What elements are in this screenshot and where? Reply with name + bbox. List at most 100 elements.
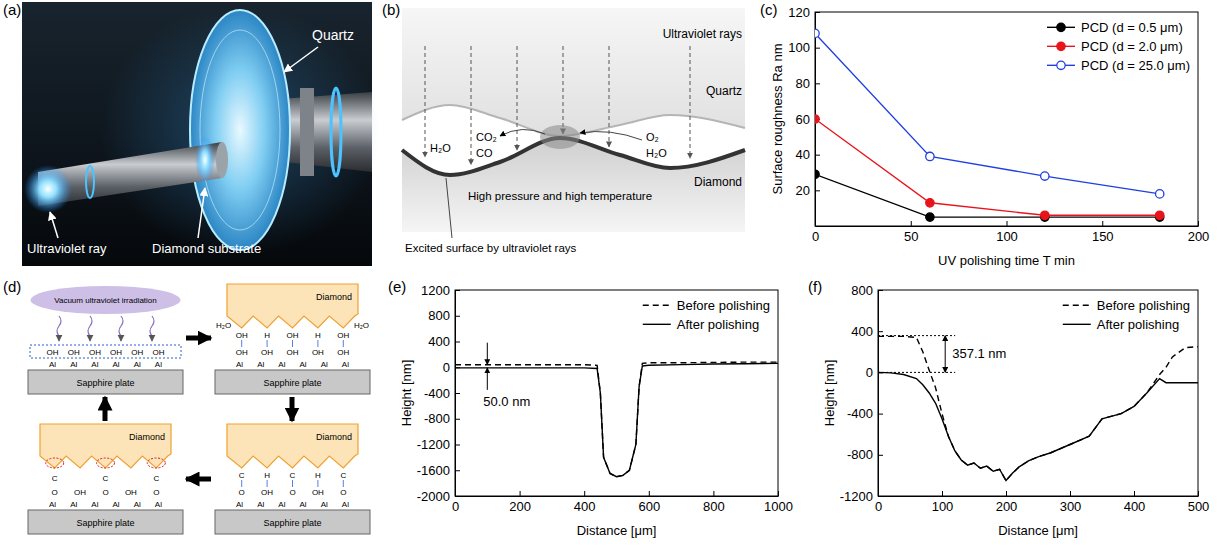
legend: Before polishingAfter polishing (1063, 298, 1190, 332)
y-tick-mark (455, 393, 460, 394)
x-tick: 200 (1188, 221, 1210, 244)
surface-group: OH (236, 348, 248, 357)
y-tick: 100 (788, 40, 820, 55)
data-point (926, 199, 934, 207)
x-tick-label: 0 (875, 499, 882, 514)
x-tick: 500 (1188, 491, 1210, 514)
reaction-step: Sapphire plateAlAlAlAlAlAlDiamondH₂OH₂OO… (215, 284, 370, 394)
y-tick-label: 400 (428, 334, 450, 349)
x-tick-mark (1070, 491, 1071, 496)
series-line (878, 372, 1198, 480)
y-tick: -1200 (417, 437, 460, 452)
bond (292, 340, 293, 347)
y-tick-mark (878, 496, 883, 497)
dimension-arrow (487, 368, 488, 390)
bond-atom: H (315, 331, 321, 340)
surface-group: OH (110, 348, 122, 357)
x-tick-mark (713, 491, 714, 496)
y-tick: 120 (788, 5, 820, 20)
y-tick-label: 120 (788, 5, 810, 20)
legend: Before polishingAfter polishing (643, 298, 770, 332)
surface-group: O (340, 488, 346, 497)
species-label: CO₂ (476, 131, 497, 143)
diagram-label: Diamond (694, 175, 742, 189)
pointer (50, 212, 58, 238)
flow-arrow (500, 129, 545, 136)
x-tick-label: 400 (574, 499, 596, 514)
annotation: 50.0 nm (483, 394, 530, 409)
uv-wave (150, 316, 154, 341)
data-point (815, 29, 819, 37)
y-axis: -2000-1600-1200-800-40004008001200 (417, 283, 460, 504)
bond-atom: C (340, 471, 346, 480)
bond-atom: OH (287, 331, 299, 340)
y-tick-label: -1200 (840, 489, 873, 504)
x-axis-title: Distance [μm] (998, 523, 1078, 538)
y-tick: -400 (424, 386, 460, 401)
legend-label: PCD (d = 0.5 μm) (1081, 20, 1183, 35)
uv-ray (690, 46, 691, 158)
pointer (284, 47, 318, 72)
surface-group: OH (261, 488, 273, 497)
y-tick-label: 1200 (421, 283, 450, 298)
uv-wave (88, 316, 92, 341)
x-tick: 1000 (764, 491, 793, 514)
legend: PCD (d = 0.5 μm)PCD (d = 2.0 μm)PCD (d =… (1047, 20, 1190, 73)
uv-ray (471, 46, 472, 165)
legend-line (1063, 305, 1091, 306)
uv-ray (517, 46, 518, 150)
x-tick: 200 (509, 491, 531, 514)
diamond-label: Diamond (316, 292, 352, 302)
x-tick-label: 100 (996, 229, 1018, 244)
legend-line (643, 324, 671, 325)
atom-label: Al (49, 360, 56, 369)
legend-label: Before polishing (677, 298, 770, 313)
substrate-glow (195, 136, 215, 184)
x-tick-label: 1000 (764, 499, 793, 514)
atom-label: Al (278, 500, 285, 509)
x-tick-label: 400 (1124, 499, 1146, 514)
y-axis-line (878, 291, 879, 497)
x-tick-label: 150 (1092, 229, 1114, 244)
y-tick-label: 800 (851, 283, 873, 298)
atom-label: Al (134, 500, 141, 509)
surface-highlight (30, 345, 181, 358)
y-tick-label: 400 (851, 324, 873, 339)
surface-group: O (52, 488, 58, 497)
glow-ring (86, 166, 94, 198)
y-tick-mark (455, 496, 460, 497)
y-tick-mark (455, 470, 460, 471)
atom-label: Al (113, 360, 120, 369)
x-axis: 0100200300400500 (875, 491, 1209, 514)
atom-label: Al (300, 500, 307, 509)
atom-label: Al (155, 500, 162, 509)
surface-group: OH (89, 348, 101, 357)
legend-label: After polishing (1097, 317, 1179, 332)
y-tick-mark (815, 190, 820, 191)
y-tick-label: 80 (796, 76, 810, 91)
x-tick: 100 (932, 491, 954, 514)
x-tick-mark (1198, 221, 1199, 226)
sapphire-plate (215, 370, 370, 394)
reaction-step: Sapphire plateAlAlAlAlAlAlDiamondCCCOOHO… (28, 424, 183, 534)
leader-line (446, 178, 452, 238)
y-tick-mark (455, 316, 460, 317)
y-axis-title: Surface roughness Ra nm (770, 43, 785, 194)
bond-atom: OH (337, 331, 349, 340)
photo-label: Diamond substrate (152, 241, 261, 256)
species-label: H₂O (646, 147, 667, 159)
atom-label: Al (257, 360, 264, 369)
removed-atom: C (52, 474, 58, 483)
x-tick: 150 (1092, 221, 1114, 244)
surface-group: OH (47, 348, 59, 357)
diagram-label: Ultraviolet rays (663, 27, 742, 41)
uv-wave (119, 316, 123, 341)
y-tick-label: -1600 (417, 463, 450, 478)
contact-zone (540, 125, 580, 149)
series-line (878, 336, 1198, 480)
cycle-arrow (103, 397, 108, 421)
diagram-label: Excited surface by ultraviolet rays (405, 242, 577, 254)
x-tick-mark (778, 491, 779, 496)
bond-atom: H (264, 471, 270, 480)
y-tick: 20 (796, 183, 820, 198)
